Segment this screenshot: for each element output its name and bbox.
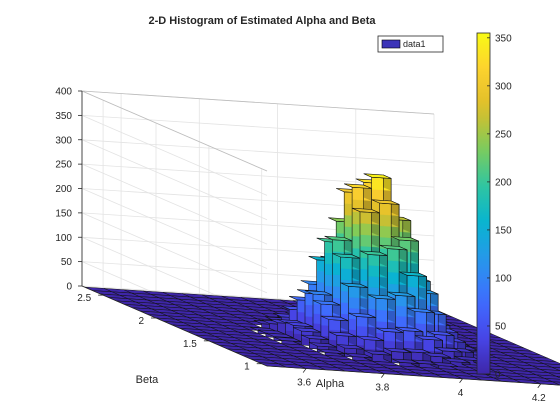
z-tick-label: 100 (55, 233, 72, 244)
colorbar-tick-label: 150 (495, 225, 512, 236)
colorbar: 0 50 100 150 200 250 300 350 (476, 32, 512, 381)
legend-swatch (381, 39, 401, 49)
histogram-bar (556, 375, 560, 379)
histogram-bar (543, 363, 560, 368)
axes-ticks: 0501001502002503003504003.63.844.24.411.… (55, 87, 560, 404)
z-tick-label: 350 (55, 111, 72, 122)
colorbar-tick-label: 200 (495, 177, 512, 188)
z-tick-label: 300 (55, 135, 72, 146)
histogram-bar (544, 378, 560, 383)
z-tick-label: 250 (55, 160, 72, 171)
y-tick-label: 1 (244, 362, 250, 373)
chart-title: 2-D Histogram of Estimated Alpha and Bet… (149, 15, 377, 27)
colorbar-tick-label: 50 (495, 321, 507, 332)
x-axis-label: Alpha (316, 378, 345, 390)
colorbar-tick-label: 100 (495, 273, 512, 284)
y-tick-label: 2 (138, 316, 144, 327)
histogram-bar (551, 366, 560, 371)
colorbar-gradient (476, 32, 491, 375)
z-tick-label: 0 (66, 282, 72, 293)
z-tick-label: 150 (55, 208, 72, 219)
y-axis-label: Beta (136, 374, 160, 386)
z-tick-label: 400 (55, 87, 72, 98)
x-tick-label: 3.8 (375, 383, 389, 394)
z-tick-label: 200 (55, 184, 72, 195)
histogram-bar (344, 352, 373, 362)
x-tick-label: 4 (458, 388, 464, 399)
x-tick-label: 3.6 (297, 378, 311, 389)
z-tick-label: 50 (61, 257, 73, 268)
colorbar-tick-label: 250 (495, 129, 512, 140)
colorbar-tick-label: 350 (495, 33, 512, 44)
x-tick-label: 4.2 (532, 393, 546, 404)
legend: data1 (377, 35, 444, 53)
colorbar-tick-label: 0 (495, 370, 501, 381)
colorbar-tick-label: 300 (495, 81, 512, 92)
histogram-bar (548, 372, 560, 377)
histogram-bar (364, 350, 393, 363)
y-tick-label: 1.5 (183, 339, 197, 350)
histogram-bar (552, 381, 560, 386)
legend-entry: data1 (403, 39, 426, 49)
y-tick-label: 2.5 (77, 293, 91, 304)
